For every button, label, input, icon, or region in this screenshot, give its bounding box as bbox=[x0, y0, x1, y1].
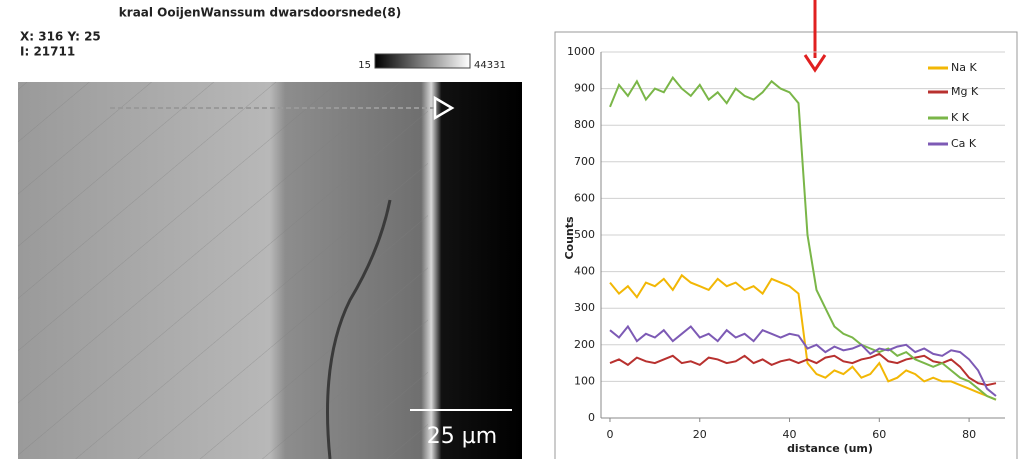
y-tick-label: 800 bbox=[574, 118, 595, 131]
series-line bbox=[609, 273, 997, 401]
colorbar-max: 44331 bbox=[474, 60, 506, 71]
colorbar bbox=[374, 53, 471, 69]
y-tick-label: 900 bbox=[574, 82, 595, 95]
y-tick-label: 300 bbox=[574, 301, 595, 314]
x-tick-label: 0 bbox=[606, 428, 613, 441]
series-line bbox=[609, 75, 997, 401]
y-tick-label: 0 bbox=[588, 411, 595, 424]
sem-texture bbox=[18, 82, 428, 459]
series-line bbox=[609, 324, 997, 397]
marker-arrow-head bbox=[803, 54, 827, 73]
series-line bbox=[609, 352, 997, 387]
scan-arrow bbox=[433, 95, 455, 121]
x-tick-label: 60 bbox=[872, 428, 886, 441]
legend-label: Na K bbox=[951, 61, 977, 74]
y-tick-label: 1000 bbox=[567, 45, 595, 58]
x-tick-label: 20 bbox=[693, 428, 707, 441]
y-tick-label: 500 bbox=[574, 228, 595, 241]
colorbar-min: 15 bbox=[358, 60, 371, 71]
y-tick-label: 100 bbox=[574, 374, 595, 387]
x-tick-label: 40 bbox=[783, 428, 797, 441]
legend-label: Ca K bbox=[951, 137, 977, 150]
sem-crack bbox=[326, 199, 392, 459]
x-axis-label: distance (um) bbox=[787, 442, 873, 455]
coords: X: 316 Y: 25 bbox=[20, 30, 101, 44]
y-tick-label: 700 bbox=[574, 155, 595, 168]
y-tick-label: 200 bbox=[574, 338, 595, 351]
y-axis-label: Counts bbox=[563, 216, 576, 260]
y-tick-label: 400 bbox=[574, 265, 595, 278]
legend-label: K K bbox=[951, 111, 970, 124]
x-tick-label: 80 bbox=[962, 428, 976, 441]
legend-label: Mg K bbox=[951, 85, 979, 98]
image-title: kraal OoijenWanssum dwarsdoorsnede(8) bbox=[119, 6, 401, 20]
y-tick-label: 600 bbox=[574, 191, 595, 204]
chart-frame bbox=[554, 31, 1018, 459]
scale-label: 25 µm bbox=[427, 424, 497, 449]
intensity: I: 21711 bbox=[20, 45, 75, 59]
